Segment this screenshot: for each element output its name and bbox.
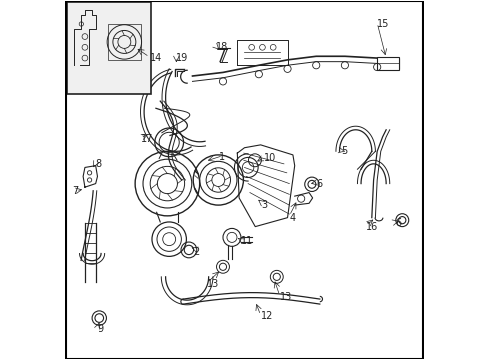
Text: 9: 9 — [97, 324, 103, 334]
Text: 16: 16 — [366, 222, 378, 231]
Text: 4: 4 — [289, 213, 295, 222]
Text: 7: 7 — [72, 186, 79, 196]
Text: 5: 5 — [341, 146, 347, 156]
Bar — [376, 57, 398, 69]
Text: 17: 17 — [140, 134, 153, 144]
Text: 11: 11 — [241, 236, 253, 246]
Text: 10: 10 — [264, 153, 276, 163]
Text: 6: 6 — [394, 218, 401, 228]
Text: 18: 18 — [215, 42, 227, 52]
Bar — [67, 3, 151, 94]
Text: 2: 2 — [193, 247, 199, 257]
Text: 19: 19 — [176, 53, 188, 63]
Bar — [108, 24, 140, 60]
Text: 3: 3 — [261, 200, 267, 210]
Text: 13: 13 — [206, 279, 219, 289]
Text: 6: 6 — [316, 179, 322, 189]
Text: 1: 1 — [219, 152, 225, 162]
Polygon shape — [83, 166, 97, 187]
Text: 15: 15 — [376, 19, 389, 29]
Text: 12: 12 — [260, 311, 272, 321]
Text: 14: 14 — [149, 53, 162, 63]
Polygon shape — [237, 145, 294, 226]
Text: 13: 13 — [279, 292, 291, 302]
Text: 8: 8 — [96, 159, 102, 169]
